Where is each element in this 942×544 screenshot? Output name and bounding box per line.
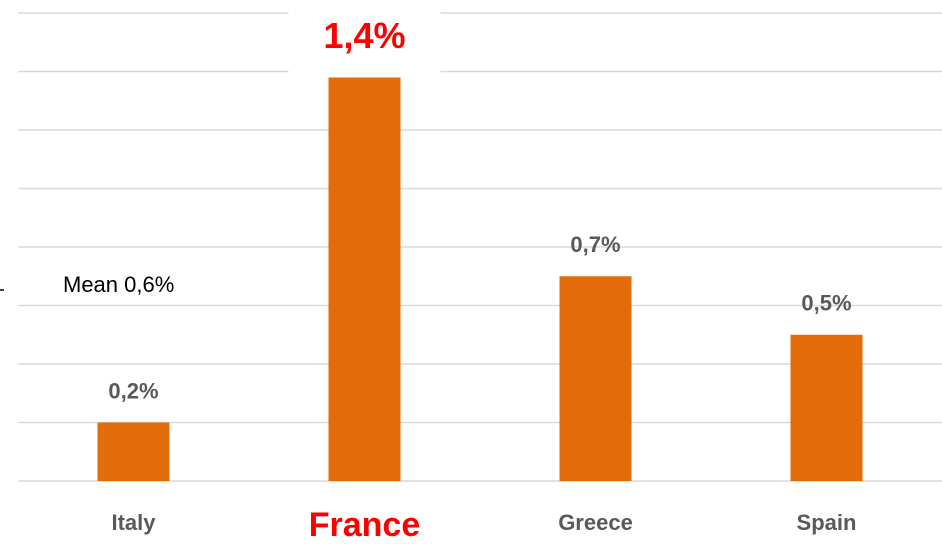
data-label: 1,4%: [323, 15, 405, 56]
x-tick-label: Italy: [111, 510, 156, 535]
bar: [97, 422, 170, 481]
mean-annotation: Mean 0,6%: [63, 272, 174, 297]
x-tick-label: Spain: [797, 510, 857, 535]
bar: [790, 334, 863, 481]
data-label: 0,5%: [801, 291, 851, 316]
data-label: 0,7%: [570, 232, 620, 257]
bar: [328, 71, 401, 481]
bar: [559, 276, 632, 481]
x-tick-label: France: [309, 506, 421, 544]
label-background: [288, 0, 441, 78]
x-tick-label: Greece: [558, 510, 633, 535]
data-label: 0,2%: [108, 378, 158, 403]
